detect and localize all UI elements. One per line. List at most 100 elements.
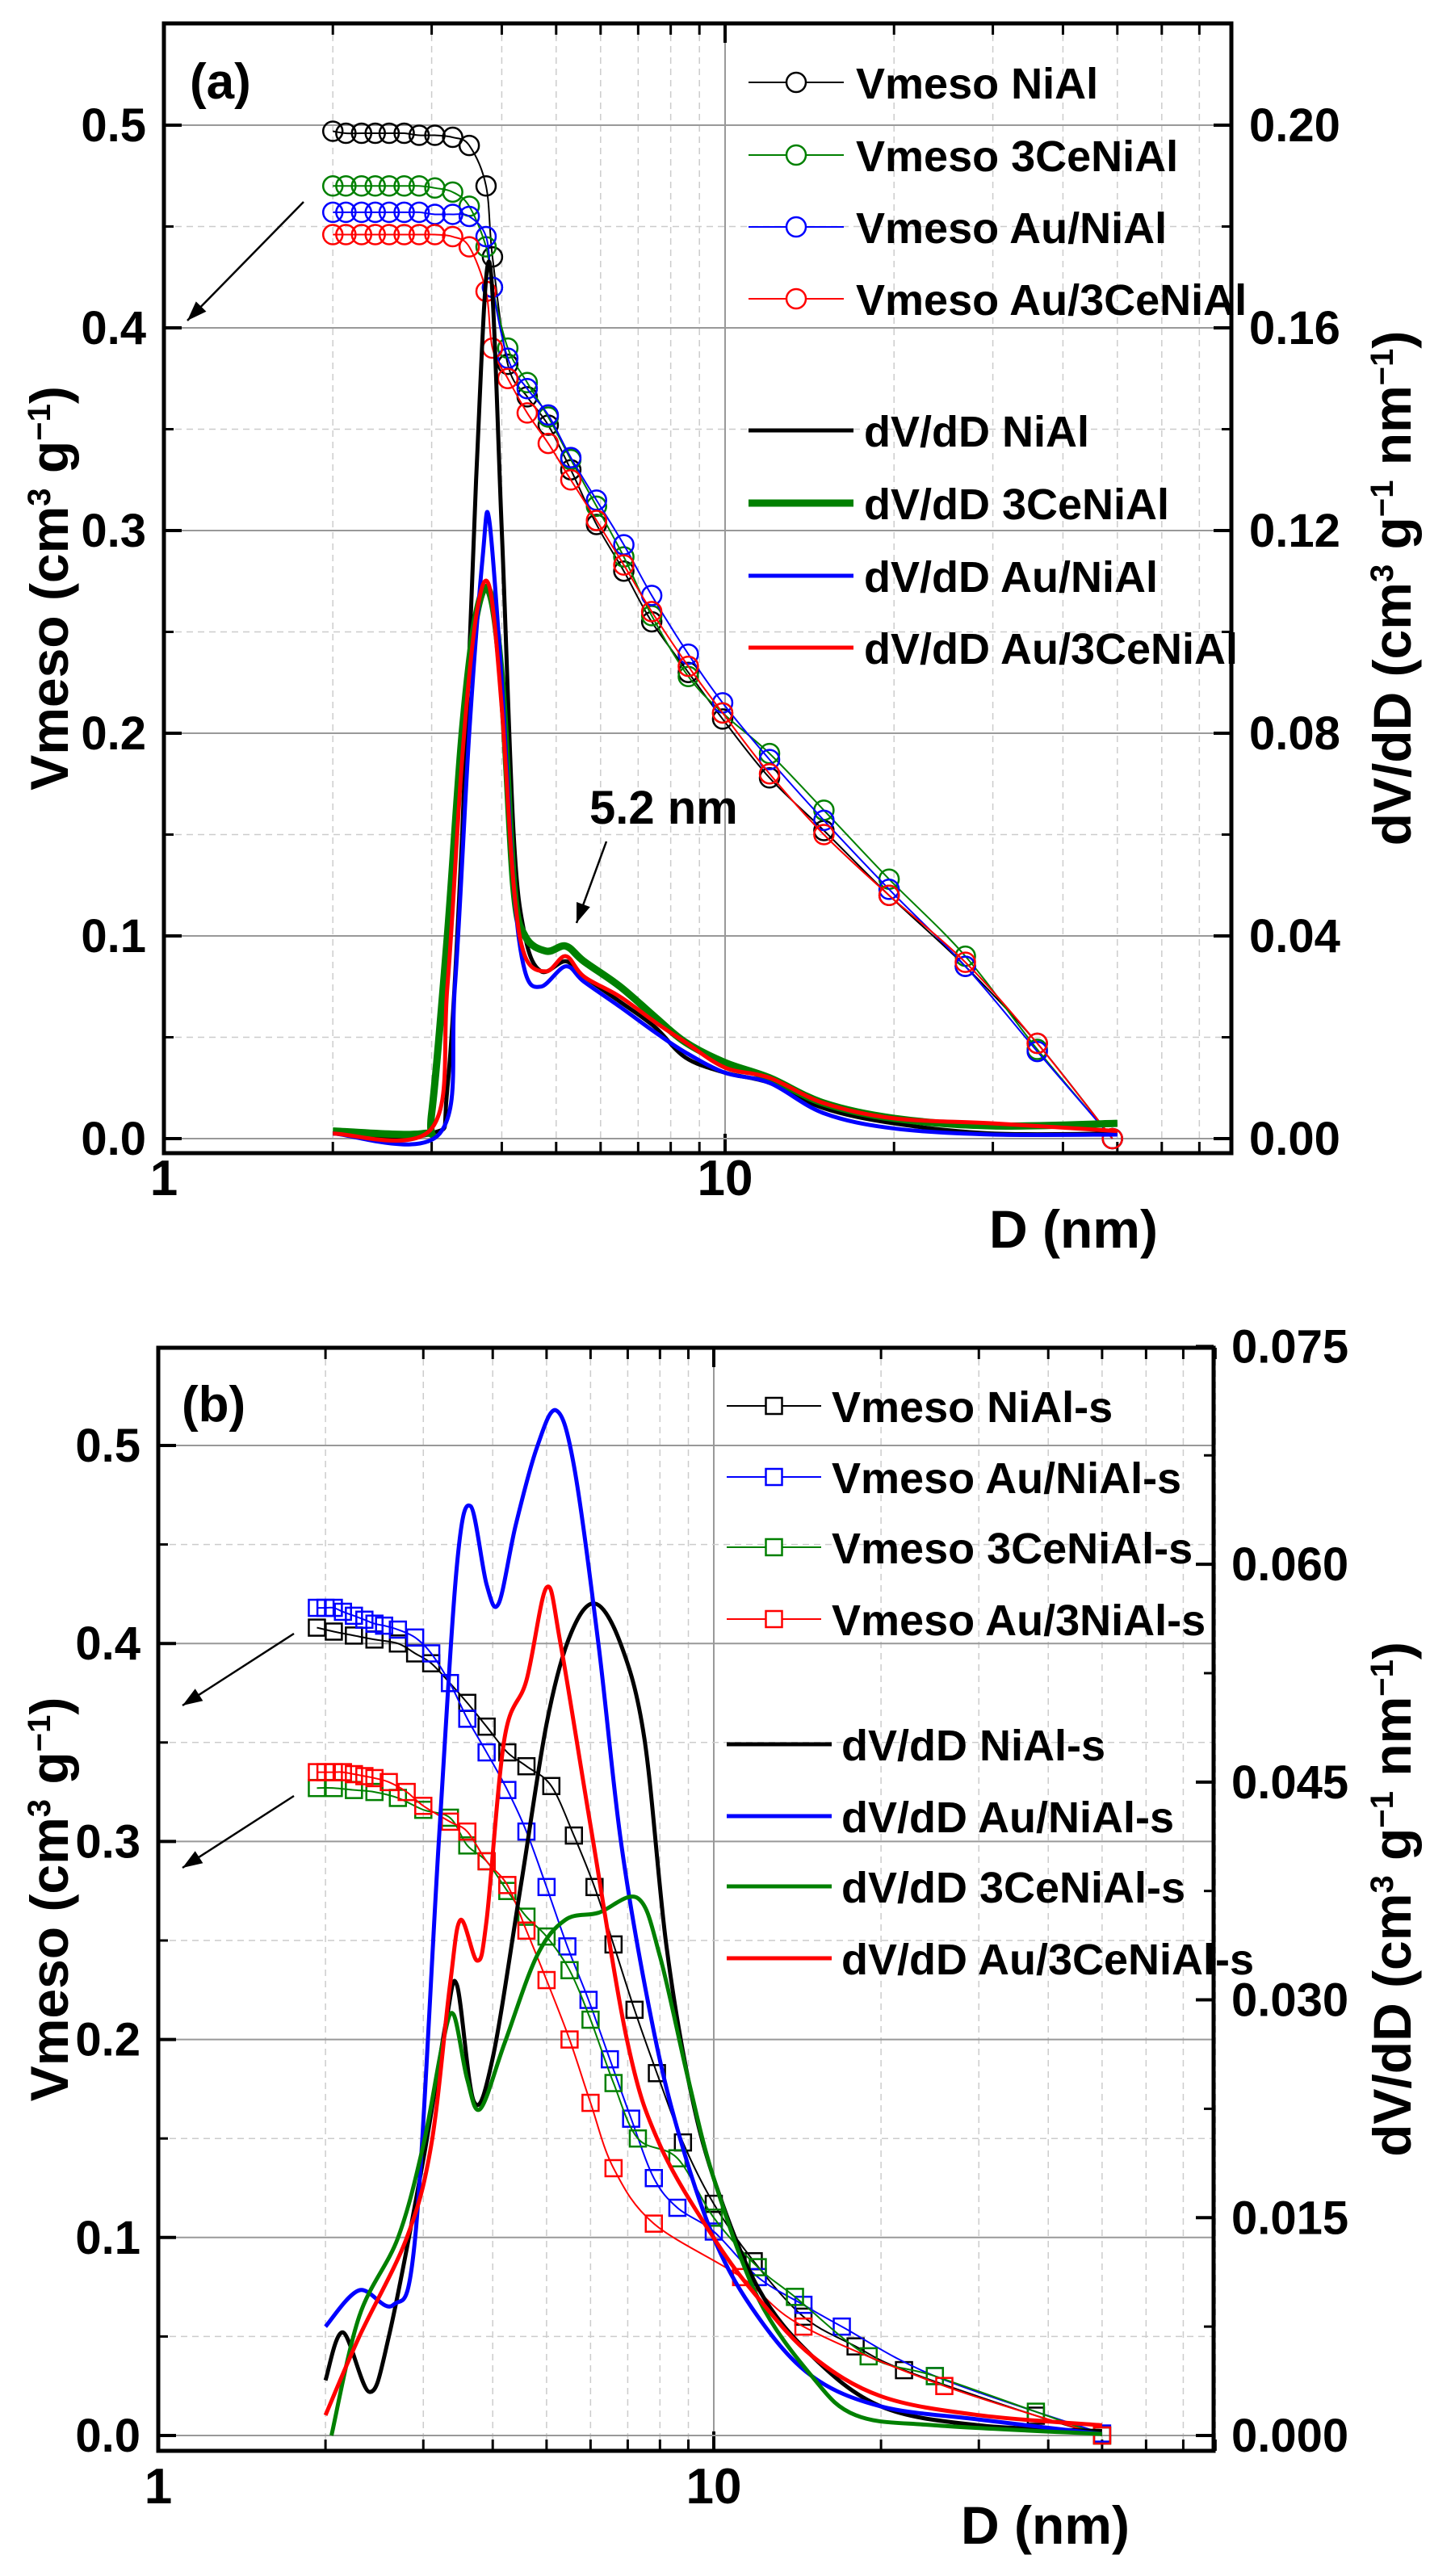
data-point-marker [498, 1743, 517, 1762]
x-tick-label: 10 [686, 2459, 742, 2515]
y-tick-label: 0.5 [81, 99, 146, 152]
data-point-marker [878, 879, 900, 900]
y-tick-label: 0.2 [75, 2014, 140, 2066]
y-tick-label: 0.0 [81, 1113, 146, 1165]
axis-title-part: Vmeso (cm [19, 1817, 79, 2101]
data-point-marker [475, 175, 497, 197]
axis-title-part: nm [1362, 1697, 1422, 1791]
data-point-marker [333, 1602, 352, 1622]
legend-label: dV/dD 3CeNiAl [864, 480, 1169, 529]
data-point-marker [640, 601, 663, 623]
data-point-marker [355, 1610, 374, 1630]
data-point-marker [497, 353, 519, 375]
panel-label-b: (b) [182, 1377, 245, 1433]
data-point-marker [558, 1937, 577, 1956]
y2-axis-title: dV/dD (cm3 g−1 nm−1) [1362, 1642, 1422, 2157]
y2-tick-label: 0.015 [1231, 2192, 1348, 2244]
annotation-arrow [182, 1632, 295, 1707]
data-point-marker [421, 1654, 441, 1672]
axis-title-part: dV/dD (cm [1362, 582, 1422, 845]
axis-title-part: ) [19, 386, 79, 404]
legend-label: Vmeso NiAl-s [832, 1383, 1113, 1432]
data-point-marker [408, 224, 430, 245]
legend-marker [785, 71, 807, 94]
data-point-marker [846, 2337, 865, 2356]
data-point-marker [585, 510, 607, 531]
data-point-marker [644, 2168, 664, 2188]
y-tick-label: 0.3 [81, 505, 146, 557]
superscript: 3 [22, 1799, 57, 1817]
data-point-marker [458, 1710, 476, 1728]
superscript: 3 [1365, 1875, 1400, 1893]
data-point-marker [542, 1777, 561, 1795]
plot-frame [161, 21, 1234, 1156]
data-point-marker [585, 1877, 604, 1897]
x-tick-label: 1 [150, 1151, 178, 1206]
arrowhead-icon [187, 301, 207, 321]
y2-tick-label: 0.060 [1231, 1538, 1348, 1591]
series-group [321, 120, 1123, 1150]
annotation-5-2-nm: 5.2 nm [589, 782, 738, 834]
data-point-marker [477, 1743, 496, 1762]
data-point-marker [325, 1763, 343, 1781]
y-tick-label: 0.0 [75, 2410, 140, 2462]
data-point-marker [408, 201, 430, 224]
data-point-marker [604, 2074, 623, 2092]
data-point-marker [604, 1935, 623, 1954]
series-line-dv-dd-au-nial [333, 510, 1118, 1147]
data-point-marker [393, 175, 415, 197]
axis-title-part: nm [1362, 385, 1422, 480]
y-tick-label: 0.2 [81, 707, 146, 760]
data-point-marker [786, 2288, 804, 2306]
data-point-marker [335, 175, 357, 197]
y-tick-label: 0.4 [81, 302, 146, 355]
data-point-marker [333, 1763, 352, 1781]
data-point-marker [581, 2010, 600, 2029]
data-point-marker [560, 1961, 579, 1980]
superscript: −1 [22, 1715, 57, 1752]
data-point-marker [335, 122, 357, 145]
legend-label: Vmeso Au/NiAl-s [832, 1454, 1181, 1503]
data-point-marker [604, 2159, 623, 2178]
data-point-marker [813, 824, 835, 845]
data-point-marker [442, 181, 463, 203]
data-point-marker [458, 205, 480, 228]
data-point-marker [537, 1970, 556, 1990]
data-point-marker [878, 884, 900, 907]
data-point-marker [378, 175, 400, 197]
legend-label: dV/dD Au/3CeNiAl-s [841, 1936, 1254, 1984]
superscript: −1 [1365, 1659, 1400, 1697]
data-point-marker [364, 224, 386, 245]
data-point-marker [393, 224, 415, 245]
legend-label: dV/dD NiAl [864, 408, 1089, 456]
data-point-marker [345, 1626, 363, 1645]
series-line-dv-dd-au-3cenial [333, 578, 1118, 1143]
y2-tick-label: 0.075 [1231, 1320, 1348, 1373]
panel-label-a: (a) [190, 54, 251, 110]
arrowhead-icon [182, 1851, 203, 1868]
y2-tick-label: 0.00 [1249, 1113, 1340, 1165]
annotation-arrow [182, 1794, 295, 1869]
data-point-marker [335, 224, 357, 245]
data-point-marker [458, 1822, 476, 1841]
data-point-marker [1026, 1032, 1048, 1055]
legend-label: Vmeso 3CeNiAl-s [832, 1525, 1193, 1573]
superscript: −1 [1365, 349, 1400, 386]
y2-axis-title: dV/dD (cm3 g−1 nm−1) [1362, 331, 1422, 846]
data-point-marker [498, 1876, 517, 1894]
x-axis-title-b: D (nm) [961, 2495, 1130, 2555]
data-point-marker [537, 1927, 556, 1946]
data-point-marker [424, 224, 446, 245]
data-point-marker [644, 2214, 664, 2233]
data-point-marker [345, 1606, 363, 1626]
data-point-marker [677, 643, 699, 665]
legend-label: dV/dD Au/3CeNiAl [864, 625, 1238, 673]
data-point-marker [560, 2030, 579, 2049]
data-point-marker [345, 1764, 363, 1784]
data-point-marker [579, 1991, 598, 2009]
legend-label: Vmeso Au/3CeNiAl [856, 276, 1247, 325]
data-point-marker [397, 1782, 416, 1802]
axis-title-part: Vmeso (cm [19, 506, 79, 791]
data-point-marker [375, 1616, 393, 1635]
